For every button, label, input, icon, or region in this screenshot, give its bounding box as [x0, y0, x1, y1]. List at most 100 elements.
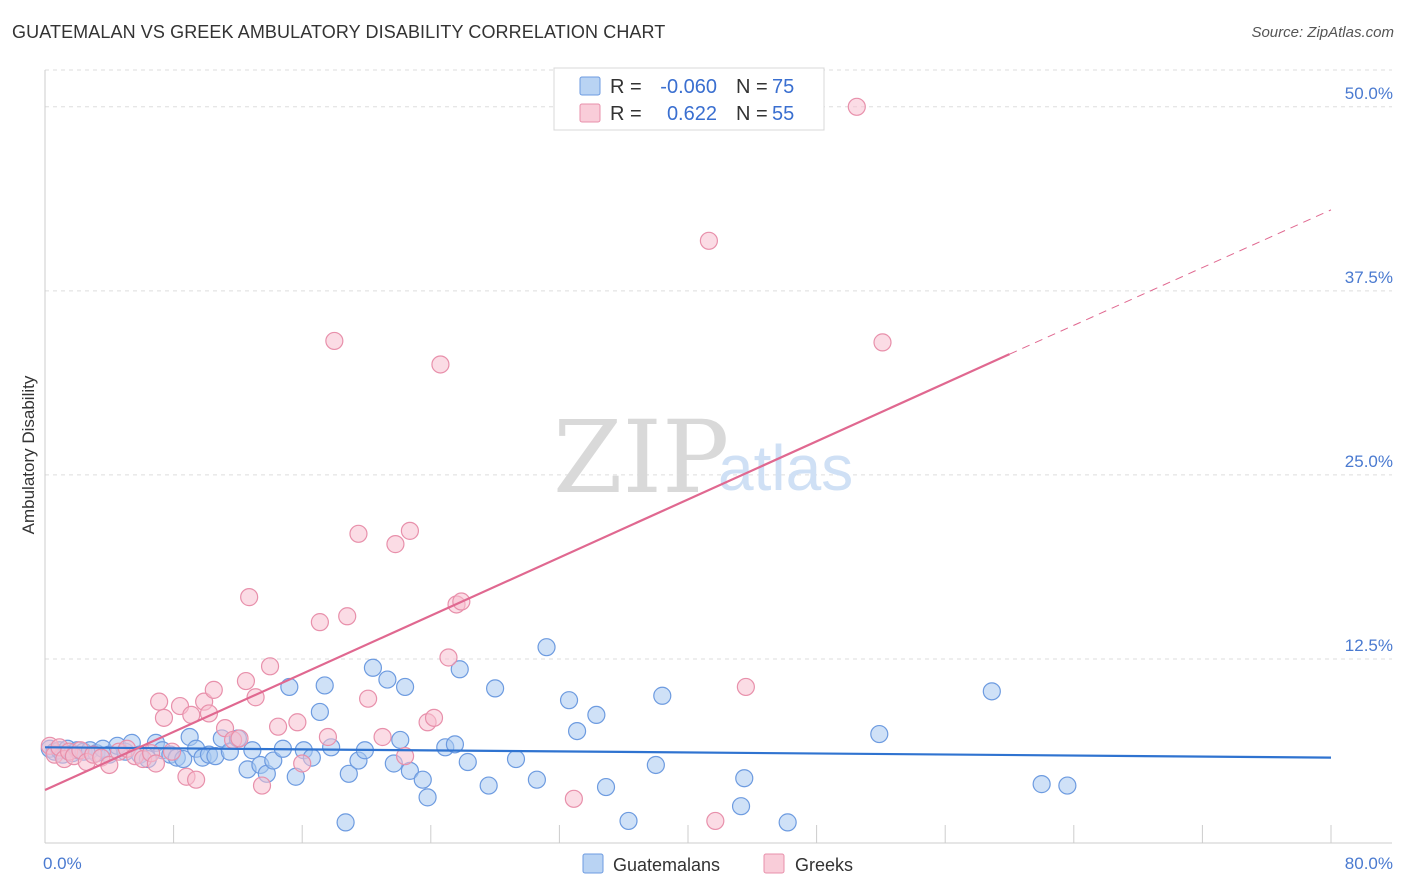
scatter-point: [204, 680, 223, 699]
scatter-point: [280, 677, 299, 697]
scatter-point: [418, 788, 437, 807]
scatter-point: [1032, 775, 1051, 794]
scatter-point: [154, 708, 174, 727]
legend-n-label-greeks: N =: [736, 103, 768, 125]
scatter-point: [873, 333, 892, 352]
scatter-point: [537, 638, 556, 657]
scatter-point: [847, 97, 866, 116]
scatter-point: [1058, 776, 1077, 795]
y-tick-label: 37.5%: [1345, 268, 1393, 287]
scatter-point: [252, 776, 272, 795]
scatter-point: [653, 686, 672, 705]
legend-swatch-guatemalans: [579, 76, 601, 96]
x-tick-labels: 0.0% 80.0%: [43, 854, 1393, 873]
scatter-point: [736, 677, 755, 697]
x-tick-label: 0.0%: [43, 854, 82, 873]
trend-line-guatemalans: [44, 746, 1332, 759]
scatter-point: [162, 742, 182, 761]
legend-r-value-greeks: 0.622: [667, 103, 717, 125]
scatter-point: [293, 754, 312, 773]
scatter-point: [587, 705, 606, 725]
scatter-point: [567, 721, 587, 741]
watermark-zip: ZIP: [553, 399, 729, 516]
scatter-point: [395, 677, 415, 697]
scatter-point: [982, 682, 1001, 701]
scatter-point: [349, 524, 368, 543]
grid-lines: [45, 69, 1392, 660]
scatter-point: [506, 749, 526, 769]
scatter-point: [706, 811, 725, 831]
scatter-point: [378, 670, 397, 689]
scatter-point: [325, 331, 344, 351]
scatter-point: [315, 676, 334, 695]
scatter-point: [870, 724, 889, 744]
scatter-point: [395, 747, 415, 766]
trend-line-greeks: [44, 353, 1010, 791]
y-tick-labels: 12.5% 25.0% 37.5% 50.0%: [1345, 84, 1393, 655]
chart-source: Source: ZipAtlas.com: [1251, 24, 1394, 41]
legend-swatch-greeks: [579, 103, 601, 123]
scatter-point: [458, 752, 477, 772]
scatter-point: [260, 657, 280, 676]
axes: [44, 70, 1392, 844]
scatter-point: [310, 702, 329, 722]
scatter-point: [486, 679, 505, 698]
scatter-point: [318, 727, 338, 747]
scatter-point: [479, 776, 498, 795]
y-tick-label: 50.0%: [1345, 84, 1393, 103]
scatter-point: [424, 708, 444, 727]
x-tick-label: 80.0%: [1345, 854, 1393, 873]
scatter-point: [450, 660, 469, 679]
scatter-point: [386, 535, 405, 554]
scatter-point: [363, 658, 383, 677]
scatter-point: [391, 730, 410, 750]
legend-n-value-guatemalans: 75: [772, 76, 794, 98]
bottom-legend-swatch-greeks: [763, 853, 785, 874]
scatter-point: [731, 797, 751, 816]
scatter-point: [373, 727, 392, 747]
trend-lines: [44, 209, 1332, 791]
scatter-point: [619, 811, 638, 831]
scatter-point: [400, 521, 420, 540]
scatter-point: [268, 717, 288, 736]
y-axis-label: Ambulatory Disability: [19, 375, 38, 534]
series-guatemalans-points: [40, 638, 1077, 832]
legend-r-label-guatemalans: R =: [610, 76, 642, 98]
watermark: ZIP atlas: [553, 399, 853, 516]
scatter-point: [339, 764, 358, 783]
trend-line-extension-greeks: [1009, 209, 1332, 355]
scatter-point: [146, 754, 166, 773]
scatter-point: [413, 770, 432, 789]
scatter-point: [310, 613, 329, 632]
legend-r-value-guatemalans: -0.060: [660, 76, 717, 98]
scatter-point: [735, 769, 754, 788]
scatter-point: [564, 789, 583, 808]
scatter-point: [264, 751, 283, 770]
scatter-point: [240, 588, 259, 607]
scatter-point: [230, 729, 249, 748]
top-legend: R = -0.060 N = 75 R = 0.622 N = 55: [553, 67, 825, 131]
scatter-point: [596, 777, 616, 797]
scatter-point: [431, 355, 450, 374]
legend-n-value-greeks: 55: [772, 103, 794, 125]
scatter-point: [187, 770, 206, 789]
scatter-point: [338, 607, 357, 626]
scatter-point: [699, 231, 718, 250]
chart-title: GUATEMALAN VS GREEK AMBULATORY DISABILIT…: [12, 22, 666, 42]
scatter-point: [150, 692, 169, 711]
scatter-point: [559, 691, 579, 710]
legend-r-label-greeks: R =: [610, 103, 642, 125]
scatter-point: [288, 713, 307, 732]
scatter-point: [778, 813, 797, 832]
y-tick-label: 25.0%: [1345, 452, 1393, 471]
scatter-point: [439, 648, 458, 667]
scatter-point: [336, 813, 355, 832]
scatter-point: [243, 741, 262, 760]
y-tick-label: 12.5%: [1345, 636, 1393, 655]
bottom-legend-label-greeks: Greeks: [795, 855, 853, 875]
bottom-legend-swatch-guatemalans: [582, 853, 604, 874]
scatter-point: [445, 735, 465, 754]
scatter-point: [646, 755, 665, 775]
scatter-point: [359, 689, 378, 708]
